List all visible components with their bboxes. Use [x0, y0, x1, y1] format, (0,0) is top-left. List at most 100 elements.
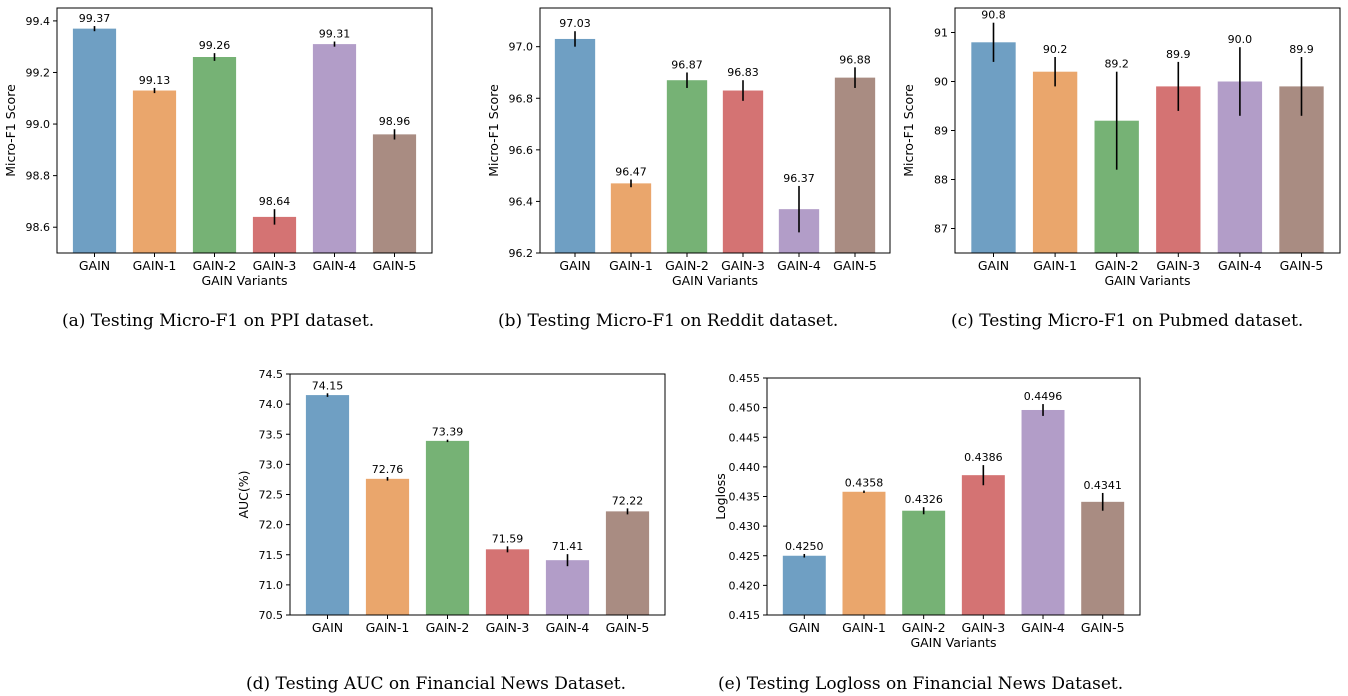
- x-tick-label: GAIN-3: [486, 620, 530, 635]
- y-tick-label: 90: [934, 76, 948, 89]
- bar: [961, 475, 1005, 615]
- bar: [1156, 86, 1201, 254]
- y-tick-label: 96.6: [509, 144, 534, 157]
- value-label: 98.96: [379, 115, 411, 128]
- value-label: 99.37: [79, 12, 111, 25]
- bar: [372, 134, 417, 253]
- x-tick-label: GAIN-1: [842, 620, 886, 635]
- chart-d-svg: 74.15 GAIN 72.76 GAIN-1 73.39 GAIN-2 71.59 GAIN…: [236, 368, 666, 635]
- y-tick-label: 91: [934, 27, 948, 40]
- y-tick-label: 0.415: [729, 609, 761, 622]
- chart-a-svg: 99.37 GAIN 99.13 GAIN-1 99.26 GAIN-2 98.64 GAIN…: [3, 7, 433, 288]
- y-tick-label: 74.0: [259, 398, 284, 411]
- x-tick-label: GAIN-1: [1033, 258, 1077, 273]
- chart-panel-e: 0.4250 GAIN 0.4358 GAIN-1 0.4326 GAIN-2 0.4386…: [710, 360, 1160, 660]
- y-tick-label: 98.8: [26, 170, 51, 183]
- y-axis-label: Micro-F1 Score: [3, 84, 18, 177]
- bar: [666, 80, 708, 253]
- y-tick-label: 0.440: [729, 461, 761, 474]
- y-tick-label: 0.435: [729, 491, 761, 504]
- value-label: 96.88: [839, 53, 871, 66]
- x-tick-label: GAIN: [559, 258, 590, 273]
- x-axis-label: GAIN Variants: [1104, 273, 1190, 288]
- y-tick-label: 73.5: [259, 428, 284, 441]
- y-tick-label: 87: [934, 223, 948, 236]
- plot-frame: [56, 7, 433, 254]
- y-tick-label: 96.2: [509, 247, 534, 260]
- chart-panel-b: 97.03 GAIN 96.47 GAIN-1 96.87 GAIN-2 96.83 GAIN…: [455, 0, 895, 300]
- value-label: 89.9: [1289, 43, 1314, 56]
- x-tick-label: GAIN-5: [1280, 258, 1324, 273]
- y-tick-label: 0.455: [729, 372, 761, 385]
- value-label: 98.64: [259, 195, 291, 208]
- y-tick-label: 99.4: [26, 15, 51, 28]
- y-tick-label: 89: [934, 125, 948, 138]
- x-tick-label: GAIN-4: [546, 620, 590, 635]
- y-tick-label: 73.0: [259, 458, 284, 471]
- y-tick-label: 96.8: [509, 92, 534, 105]
- value-label: 72.22: [612, 494, 644, 507]
- value-label: 90.8: [981, 9, 1006, 22]
- value-label: 89.2: [1104, 58, 1129, 71]
- value-label: 72.76: [372, 463, 404, 476]
- value-label: 0.4250: [785, 540, 824, 553]
- x-tick-label: GAIN-3: [961, 620, 1005, 635]
- value-label: 0.4358: [845, 477, 884, 490]
- value-label: 71.59: [492, 532, 524, 545]
- x-tick-label: GAIN: [789, 620, 820, 635]
- value-label: 96.37: [783, 172, 815, 185]
- caption-a: (a) Testing Micro-F1 on PPI dataset.: [62, 311, 375, 331]
- caption-d: (d) Testing AUC on Financial News Datase…: [246, 674, 627, 694]
- y-tick-label: 72.5: [259, 489, 284, 502]
- x-tick-label: GAIN-1: [133, 258, 177, 273]
- y-tick-label: 97.0: [509, 41, 534, 54]
- x-tick-label: GAIN-5: [833, 258, 877, 273]
- y-tick-label: 71.5: [259, 549, 284, 562]
- x-tick-label: GAIN-4: [1021, 620, 1065, 635]
- y-tick-label: 72.0: [259, 519, 284, 532]
- y-tick-label: 0.450: [729, 402, 761, 415]
- plot-frame: [289, 373, 666, 616]
- value-label: 73.39: [432, 426, 464, 439]
- y-tick-label: 0.425: [729, 550, 761, 563]
- bar: [192, 57, 237, 253]
- bar: [971, 42, 1016, 253]
- x-axis-label: GAIN Variants: [672, 273, 758, 288]
- y-axis-label: Logloss: [713, 473, 728, 519]
- bar: [425, 440, 470, 615]
- x-tick-label: GAIN-3: [253, 258, 297, 273]
- x-tick-label: GAIN-2: [426, 620, 470, 635]
- chart-panel-a: 99.37 GAIN 99.13 GAIN-1 99.26 GAIN-2 98.64 GAIN…: [0, 0, 440, 300]
- y-tick-label: 70.5: [259, 609, 284, 622]
- value-label: 96.47: [615, 166, 647, 179]
- value-label: 71.41: [552, 540, 584, 553]
- x-tick-label: GAIN-2: [1095, 258, 1139, 273]
- y-tick-label: 99.0: [26, 118, 51, 131]
- bar: [1032, 71, 1078, 253]
- x-tick-label: GAIN-2: [193, 258, 237, 273]
- value-label: 90.2: [1043, 43, 1068, 56]
- y-tick-label: 98.6: [26, 221, 51, 234]
- value-label: 97.03: [559, 17, 591, 30]
- chart-e-svg: 0.4250 GAIN 0.4358 GAIN-1 0.4326 GAIN-2 0.4386…: [713, 372, 1141, 650]
- value-label: 74.15: [312, 379, 344, 392]
- value-label: 90.0: [1228, 33, 1253, 46]
- value-label: 99.31: [319, 28, 351, 41]
- x-tick-label: GAIN: [79, 258, 110, 273]
- value-label: 99.26: [199, 39, 231, 52]
- bar: [1081, 501, 1125, 615]
- bar: [610, 183, 652, 253]
- value-label: 0.4341: [1083, 479, 1122, 492]
- value-label: 96.87: [671, 58, 703, 71]
- bar: [365, 478, 410, 615]
- bar: [132, 90, 177, 254]
- value-label: 89.9: [1166, 48, 1191, 61]
- bar: [842, 491, 886, 615]
- y-tick-label: 0.430: [729, 520, 761, 533]
- x-tick-label: GAIN-5: [373, 258, 417, 273]
- y-tick-label: 71.0: [259, 579, 284, 592]
- x-tick-label: GAIN-1: [366, 620, 410, 635]
- y-axis-label: Micro-F1 Score: [901, 84, 916, 177]
- bar: [782, 555, 826, 615]
- value-label: 96.83: [727, 66, 759, 79]
